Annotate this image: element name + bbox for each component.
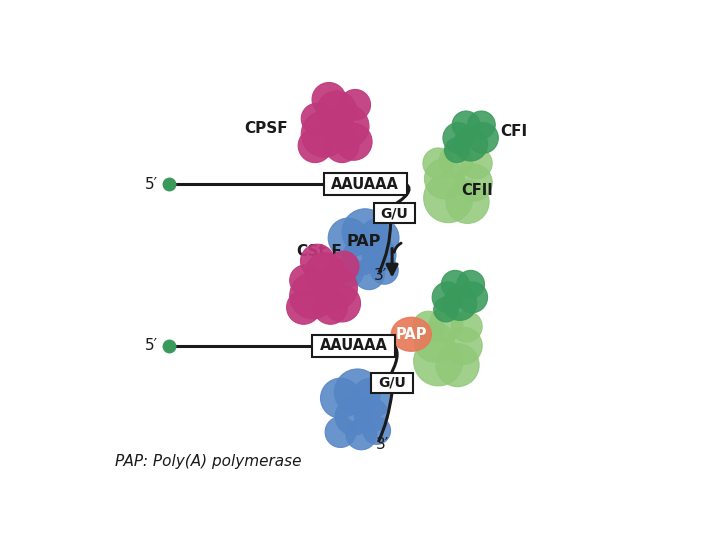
Text: 3′: 3′	[374, 267, 387, 282]
FancyBboxPatch shape	[372, 373, 413, 393]
Circle shape	[454, 127, 487, 161]
Text: 5′: 5′	[145, 177, 158, 192]
Circle shape	[423, 173, 473, 222]
Circle shape	[354, 259, 384, 289]
Circle shape	[340, 90, 371, 120]
Ellipse shape	[392, 318, 431, 351]
Circle shape	[425, 159, 464, 199]
Circle shape	[314, 291, 348, 325]
Text: 5′: 5′	[145, 339, 158, 353]
Circle shape	[325, 417, 356, 448]
Circle shape	[467, 111, 495, 139]
Circle shape	[362, 238, 396, 272]
Circle shape	[445, 327, 482, 365]
Circle shape	[317, 91, 356, 131]
Circle shape	[298, 129, 332, 163]
Circle shape	[323, 285, 361, 322]
Circle shape	[456, 271, 485, 298]
Text: CFI: CFI	[500, 124, 527, 139]
Circle shape	[467, 123, 498, 153]
Circle shape	[289, 265, 320, 296]
Circle shape	[359, 218, 399, 258]
Circle shape	[346, 419, 377, 450]
Circle shape	[312, 83, 346, 117]
Text: CSt.F: CSt.F	[297, 245, 343, 259]
Circle shape	[328, 251, 359, 282]
FancyBboxPatch shape	[312, 335, 395, 356]
Circle shape	[326, 105, 369, 148]
FancyBboxPatch shape	[323, 173, 407, 195]
Circle shape	[343, 238, 379, 275]
Text: PAP: PAP	[346, 234, 381, 249]
Text: PAP: Poly(A) polymerase: PAP: Poly(A) polymerase	[115, 454, 302, 469]
Circle shape	[415, 322, 454, 362]
Circle shape	[429, 307, 463, 341]
Circle shape	[444, 138, 469, 163]
Circle shape	[413, 311, 444, 342]
Circle shape	[443, 123, 474, 153]
Text: CFII: CFII	[462, 183, 493, 198]
Text: G/U: G/U	[378, 376, 406, 390]
Circle shape	[334, 369, 381, 415]
Circle shape	[363, 417, 390, 444]
Circle shape	[300, 244, 334, 278]
Circle shape	[371, 256, 398, 284]
Circle shape	[320, 378, 361, 418]
Text: G/U: G/U	[381, 206, 408, 220]
Circle shape	[351, 378, 392, 418]
Circle shape	[287, 291, 320, 325]
Circle shape	[335, 123, 372, 160]
Circle shape	[439, 144, 473, 178]
Circle shape	[433, 298, 459, 322]
Circle shape	[325, 129, 359, 163]
Circle shape	[423, 148, 454, 179]
Circle shape	[455, 164, 492, 201]
Text: CPSF: CPSF	[244, 121, 288, 136]
Circle shape	[301, 103, 332, 134]
Circle shape	[301, 111, 348, 157]
Circle shape	[462, 148, 492, 179]
Circle shape	[452, 111, 480, 139]
Text: AAUAAA: AAUAAA	[331, 177, 399, 192]
Circle shape	[436, 343, 479, 387]
Circle shape	[342, 209, 388, 255]
FancyBboxPatch shape	[374, 204, 415, 224]
Circle shape	[333, 256, 364, 287]
Circle shape	[414, 336, 463, 386]
Circle shape	[443, 287, 477, 320]
Circle shape	[456, 282, 487, 313]
Circle shape	[354, 398, 388, 432]
Circle shape	[315, 267, 357, 309]
Text: AAUAAA: AAUAAA	[320, 339, 387, 353]
Text: PAP: PAP	[395, 327, 427, 342]
Circle shape	[441, 271, 469, 298]
Circle shape	[335, 398, 372, 435]
Circle shape	[446, 180, 489, 224]
Circle shape	[451, 311, 482, 342]
Circle shape	[328, 218, 368, 258]
Text: 3′: 3′	[377, 437, 390, 452]
Circle shape	[289, 273, 336, 319]
Circle shape	[432, 282, 463, 313]
Circle shape	[305, 253, 345, 293]
